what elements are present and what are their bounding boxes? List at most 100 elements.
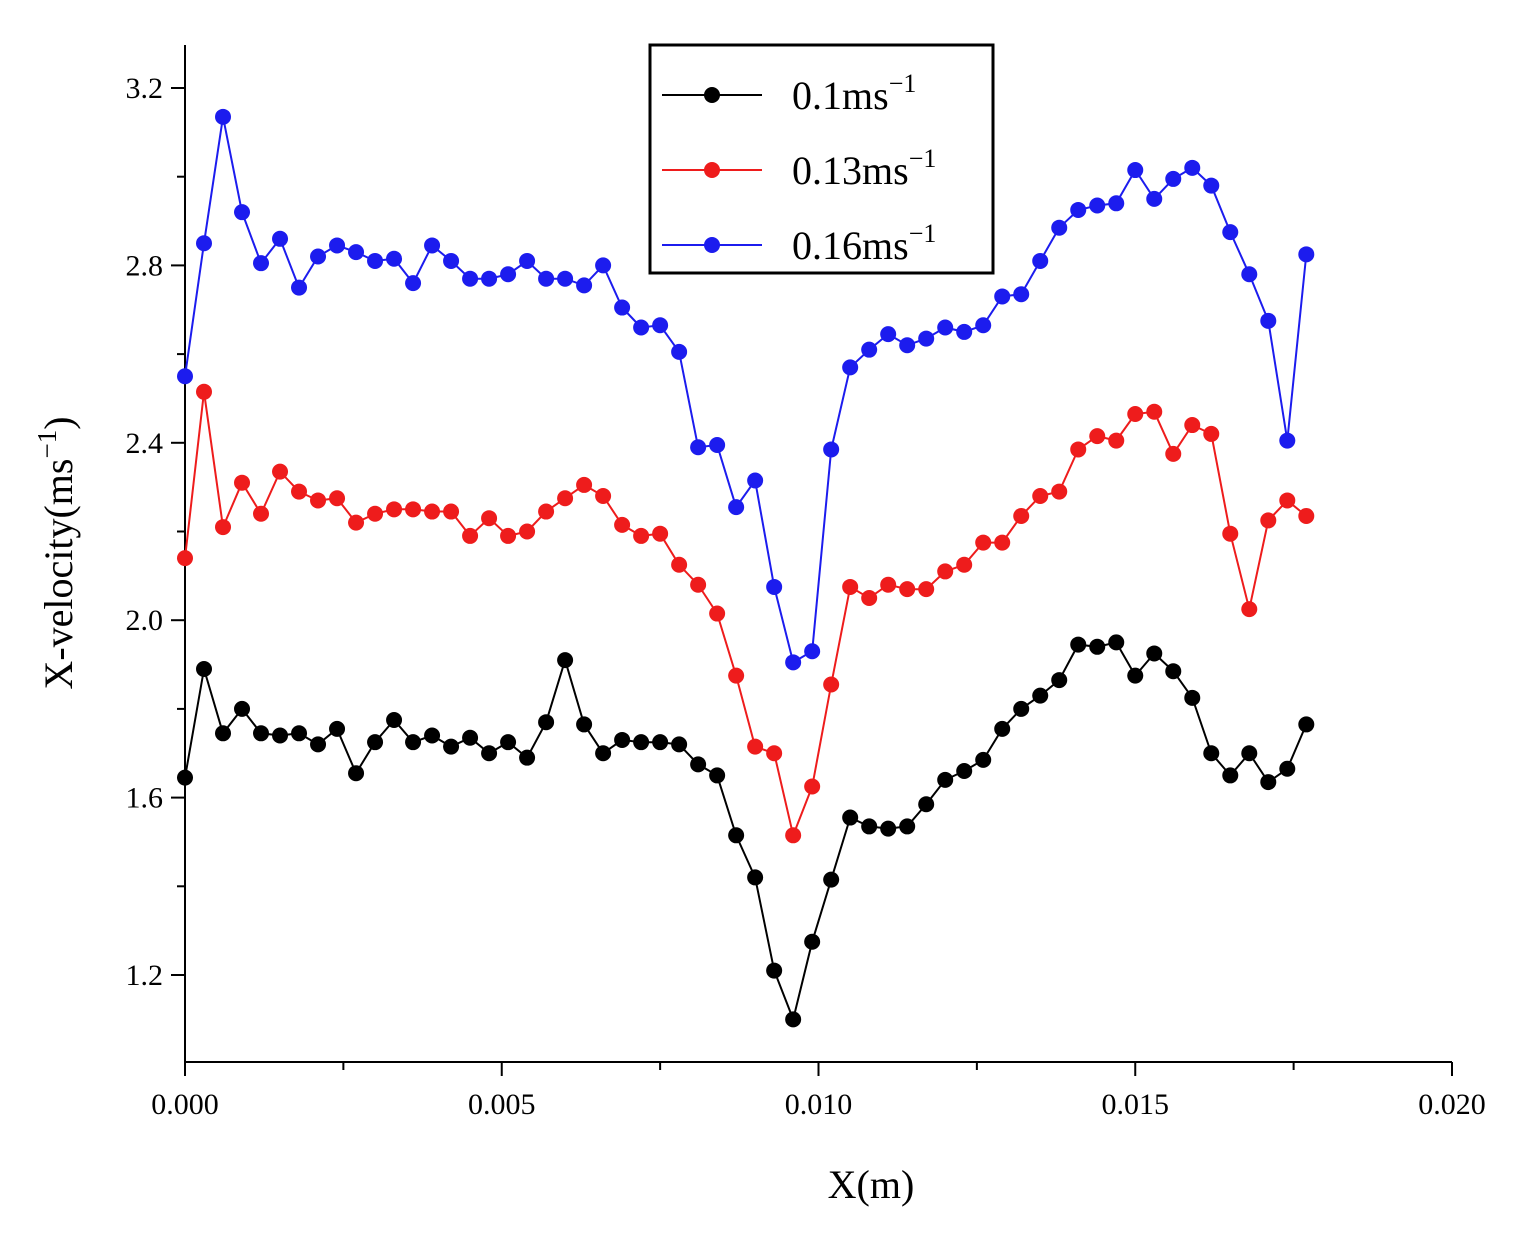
data-point — [823, 676, 840, 693]
data-point — [690, 439, 707, 456]
y-tick-label: 2.8 — [126, 249, 164, 282]
data-point — [443, 252, 460, 269]
data-point — [1222, 767, 1239, 784]
data-point — [614, 299, 631, 316]
data-point — [880, 326, 897, 343]
series-1 — [177, 634, 1315, 1028]
data-point — [291, 483, 308, 500]
data-point — [443, 503, 460, 520]
data-point — [1279, 760, 1296, 777]
data-point — [462, 729, 479, 746]
y-ticks: 1.2 1.6 2.0 2.4 2.8 3.2 — [126, 72, 185, 992]
data-point — [272, 727, 289, 744]
data-point — [671, 556, 688, 573]
data-point — [177, 368, 193, 385]
data-point — [956, 762, 973, 779]
legend-label: 0.13ms−1 — [792, 144, 936, 193]
data-point — [1051, 672, 1068, 689]
data-point — [1070, 636, 1087, 653]
data-point — [1070, 441, 1087, 458]
legend-label-sup: −1 — [909, 219, 937, 248]
data-point — [899, 818, 916, 835]
data-point — [576, 476, 593, 493]
data-point — [1203, 177, 1220, 194]
x-tick-label: 0.010 — [785, 1088, 853, 1121]
data-point — [291, 279, 308, 296]
data-point — [538, 714, 555, 731]
data-point — [994, 720, 1011, 737]
data-point — [861, 590, 878, 607]
data-point — [842, 809, 859, 826]
data-point — [424, 727, 441, 744]
data-point — [956, 323, 973, 340]
data-point — [652, 734, 669, 751]
data-point — [215, 725, 232, 742]
legend-label-sup: −1 — [909, 144, 937, 173]
data-point — [766, 745, 783, 762]
data-point — [500, 527, 517, 544]
data-point — [785, 827, 802, 844]
data-point — [1203, 745, 1220, 762]
legend-items: 0.1ms−10.13ms−10.16ms−1 — [662, 69, 936, 268]
data-point — [1032, 252, 1049, 269]
series-3 — [177, 108, 1315, 671]
data-point — [538, 270, 555, 287]
data-point — [994, 534, 1011, 551]
data-point — [690, 756, 707, 773]
data-point — [595, 488, 612, 505]
data-point — [1032, 488, 1049, 505]
legend-item: 0.13ms−1 — [662, 144, 936, 193]
data-point — [424, 237, 441, 254]
x-tick-label: 0.000 — [151, 1088, 219, 1121]
data-point — [1203, 425, 1220, 442]
data-point — [709, 767, 726, 784]
data-point — [1013, 700, 1030, 717]
data-point — [253, 725, 270, 742]
x-tick-label: 0.020 — [1418, 1088, 1486, 1121]
data-point — [1241, 601, 1258, 618]
legend-marker — [704, 237, 720, 253]
data-point — [424, 503, 441, 520]
y-tick-label: 1.6 — [126, 782, 164, 815]
data-point — [975, 317, 992, 334]
data-point — [880, 820, 897, 837]
y-axis-title-base: X-velocity(ms — [36, 459, 81, 690]
data-point — [804, 643, 821, 660]
data-point — [975, 534, 992, 551]
data-point — [804, 778, 821, 795]
legend-marker — [704, 87, 720, 103]
legend-label: 0.16ms−1 — [792, 219, 936, 268]
y-tick-label: 1.2 — [126, 959, 164, 992]
data-point — [367, 505, 384, 522]
legend-label-sup: −1 — [889, 69, 917, 98]
data-point — [253, 505, 270, 522]
legend-marker — [704, 162, 720, 178]
data-point — [386, 501, 403, 518]
data-point — [728, 667, 745, 684]
data-point — [861, 818, 878, 835]
data-point — [310, 492, 327, 509]
data-point — [329, 720, 346, 737]
data-point — [481, 270, 498, 287]
data-point — [747, 472, 764, 489]
data-point — [728, 499, 745, 516]
data-point — [937, 319, 954, 336]
data-point — [386, 711, 403, 728]
y-tick-label: 3.2 — [126, 72, 164, 105]
data-point — [462, 270, 479, 287]
data-point — [1222, 525, 1239, 542]
x-ticks: 0.000 0.005 0.010 0.015 0.020 — [151, 1062, 1486, 1121]
data-point — [747, 738, 764, 755]
data-point — [177, 769, 193, 786]
data-point — [348, 765, 365, 782]
data-point — [348, 514, 365, 531]
data-point — [1298, 507, 1315, 524]
data-point — [652, 525, 669, 542]
y-axis-title-sup: −1 — [32, 430, 62, 459]
data-point — [937, 563, 954, 580]
data-point — [329, 490, 346, 507]
data-point — [215, 108, 232, 125]
data-point — [272, 230, 289, 247]
y-axis-title-close: ) — [36, 416, 81, 429]
